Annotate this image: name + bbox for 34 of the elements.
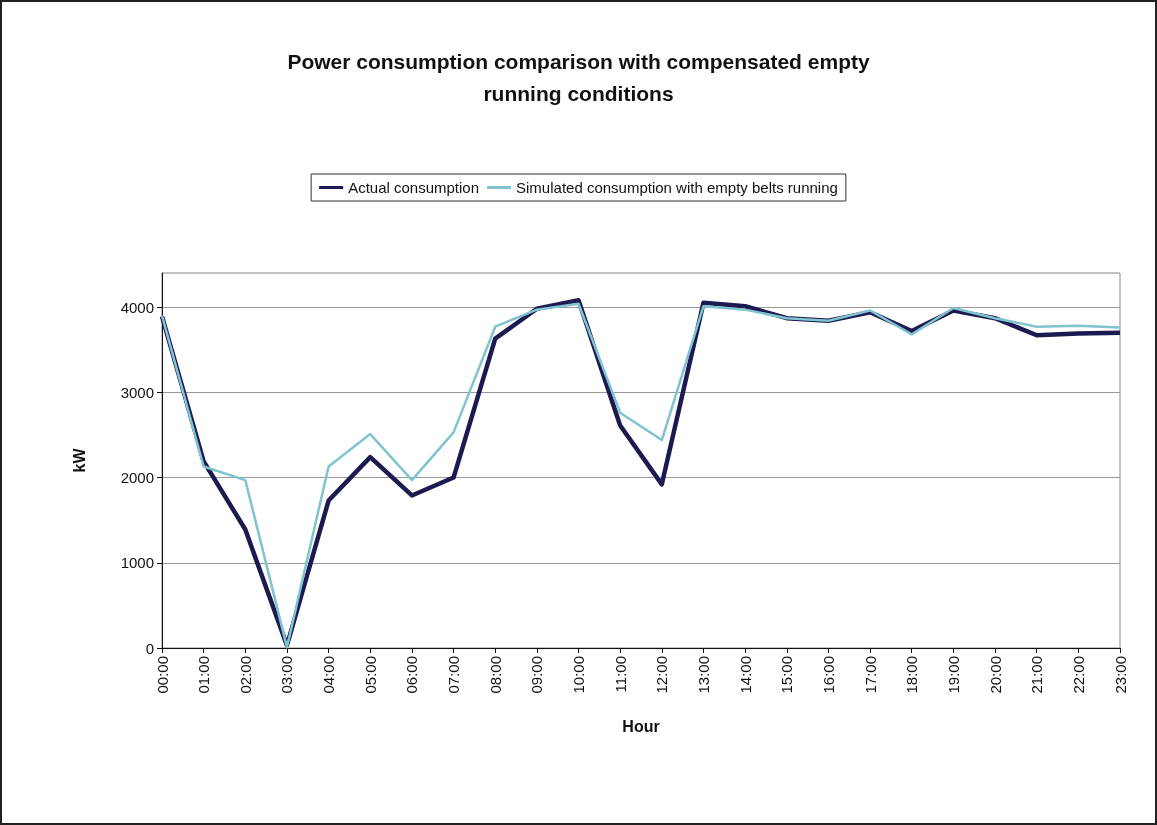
- x-tick-label: 13:00: [694, 656, 712, 694]
- y-axis-title: kW: [70, 447, 88, 473]
- legend-label: Actual consumption: [348, 179, 480, 196]
- x-tick-label: 22:00: [1069, 656, 1087, 694]
- x-tick-label: 10:00: [570, 656, 588, 694]
- x-tick-label: 00:00: [153, 656, 171, 694]
- x-tick-label: 01:00: [195, 656, 213, 694]
- x-tick-label: 16:00: [819, 656, 837, 694]
- chart-title: Power consumption comparison with compensated empty running conditions: [287, 49, 870, 105]
- y-tick-label: 2000: [120, 469, 154, 487]
- x-tick-label: 19:00: [944, 656, 962, 694]
- y-tick-label: 0: [145, 639, 154, 657]
- x-tick-label: 04:00: [320, 656, 338, 694]
- x-tick-label: 15:00: [778, 656, 796, 694]
- x-tick-label: 02:00: [236, 656, 254, 694]
- x-tick-label: 14:00: [736, 656, 754, 694]
- x-tick-label: 20:00: [986, 656, 1004, 694]
- x-tick-label: 07:00: [445, 656, 463, 694]
- legend-label: Simulated consumption with empty belts running: [516, 179, 838, 196]
- x-tick-label: 21:00: [1028, 656, 1046, 694]
- y-tick-label: 1000: [120, 554, 154, 572]
- x-axis-title: Hour: [622, 717, 660, 735]
- x-tick-label: 03:00: [278, 656, 296, 694]
- x-tick-label: 06:00: [403, 656, 421, 694]
- x-tick-label: 12:00: [653, 656, 671, 694]
- x-tick-label: 17:00: [861, 656, 879, 694]
- x-tick-label: 11:00: [611, 656, 629, 693]
- x-tick-label: 18:00: [903, 656, 921, 694]
- x-tick-label: 23:00: [1111, 656, 1129, 694]
- y-tick-label: 3000: [120, 383, 154, 401]
- x-tick-label: 09:00: [528, 656, 546, 694]
- x-tick-label: 05:00: [361, 656, 379, 694]
- y-tick-label: 4000: [120, 298, 154, 316]
- x-tick-label: 08:00: [486, 656, 504, 694]
